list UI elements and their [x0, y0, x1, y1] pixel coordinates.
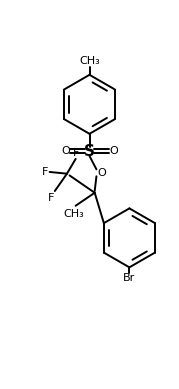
Text: O: O	[109, 146, 118, 156]
Text: F: F	[48, 193, 54, 203]
Text: Br: Br	[123, 273, 136, 284]
Text: CH₃: CH₃	[79, 56, 100, 66]
Text: S: S	[84, 144, 95, 159]
Text: F: F	[72, 148, 79, 158]
Text: O: O	[97, 168, 106, 178]
Text: F: F	[42, 167, 48, 177]
Text: CH₃: CH₃	[64, 209, 84, 219]
Text: O: O	[61, 146, 70, 156]
